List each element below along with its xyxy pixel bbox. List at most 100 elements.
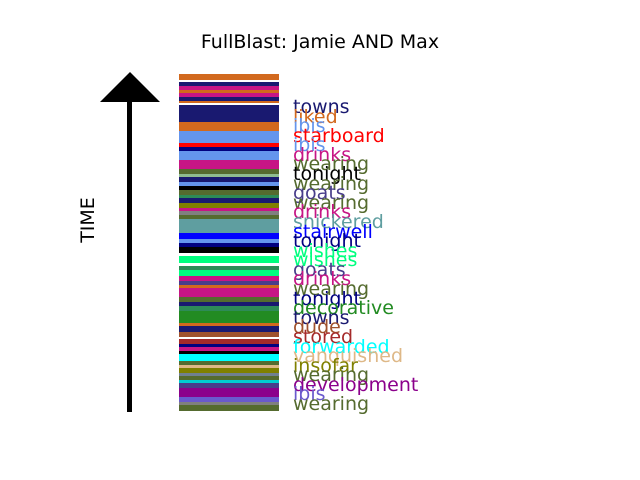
- word-label: ibis: [293, 383, 326, 405]
- stripe-segment: [179, 263, 279, 266]
- word-label: development: [293, 374, 419, 396]
- stripe-segment: [179, 203, 279, 208]
- stripe-segment: [179, 311, 279, 323]
- stripe-segment: [179, 376, 279, 380]
- time-arrow-head-icon: [100, 72, 160, 102]
- word-label: drinks: [293, 268, 352, 290]
- stripe-segment: [179, 198, 279, 203]
- stripe-segment: [179, 103, 279, 105]
- stripe-segment: [179, 288, 279, 297]
- word-label: wishes: [293, 249, 358, 271]
- stripe-segment: [179, 323, 279, 326]
- word-label: vanquished: [293, 345, 404, 367]
- stripe-segment: [179, 383, 279, 388]
- word-label: wishes: [293, 240, 358, 262]
- word-label: goats: [293, 182, 346, 204]
- word-label: dude: [293, 316, 341, 338]
- stripe-segment: [179, 402, 279, 405]
- stripe-segment: [179, 347, 279, 351]
- stripe-segment: [179, 131, 279, 143]
- stripe-segment: [179, 306, 279, 311]
- stripe-segment: [179, 256, 279, 263]
- stripe-segment: [179, 247, 279, 253]
- stripe-segment: [179, 361, 279, 365]
- word-label: liked: [293, 106, 338, 128]
- stripe-segment: [179, 190, 279, 195]
- stripe-segment: [179, 97, 279, 101]
- stripe-segment: [179, 211, 279, 215]
- stripe-segment: [179, 186, 279, 190]
- stripe-segment: [179, 122, 279, 131]
- word-label: forwarded: [293, 336, 390, 358]
- word-label: decorative: [293, 297, 394, 319]
- stripe-segment: [179, 281, 279, 285]
- stripe-segment: [179, 208, 279, 211]
- stripe-segment: [179, 365, 279, 368]
- stripe-segment: [179, 90, 279, 93]
- word-label: tonight: [293, 288, 361, 310]
- word-label: wearing: [293, 364, 370, 386]
- word-label: wearing: [293, 173, 370, 195]
- stripe-segment: [179, 266, 279, 270]
- word-label: towns: [293, 307, 350, 329]
- stripe-segment: [179, 233, 279, 239]
- stripe-segment: [179, 373, 279, 376]
- word-label: drinks: [293, 201, 352, 223]
- stripe-segment: [179, 270, 279, 276]
- stripe-segment: [179, 397, 279, 402]
- stripe-segment: [179, 169, 279, 174]
- stripe-segment: [179, 380, 279, 383]
- word-label: snickered: [293, 211, 384, 233]
- stripe-segment: [179, 182, 279, 186]
- stripe-segment: [179, 219, 279, 233]
- word-label: wearing: [293, 192, 370, 214]
- stripe-segment: [179, 160, 279, 169]
- word-label: stored: [293, 326, 354, 348]
- word-label: goats: [293, 259, 346, 281]
- stripe-segment: [179, 344, 279, 347]
- stripe-segment: [179, 177, 279, 182]
- word-label: wearing: [293, 153, 370, 175]
- stripe-segment: [179, 74, 279, 80]
- word-label: ibis: [293, 134, 326, 156]
- stripe-segment: [179, 405, 279, 411]
- word-label: stairwell: [293, 221, 373, 243]
- stripe-segment: [179, 339, 279, 344]
- stripe-segment: [179, 195, 279, 198]
- word-label: towns: [293, 96, 350, 118]
- stripe-segment: [179, 243, 279, 247]
- word-label: tonight: [293, 230, 361, 252]
- stripe-segment: [179, 86, 279, 90]
- stripe-segment: [179, 276, 279, 281]
- stripe-segment: [179, 215, 279, 219]
- word-label: drinks: [293, 144, 352, 166]
- stripe-bar: [179, 74, 279, 411]
- word-label: wearing: [293, 393, 370, 415]
- stripe-segment: [179, 368, 279, 373]
- word-label: tonight: [293, 163, 361, 185]
- stripe-segment: [179, 174, 279, 177]
- stripe-segment: [179, 82, 279, 86]
- stripe-segment: [179, 297, 279, 302]
- stripe-segment: [179, 151, 279, 160]
- stripe-segment: [179, 337, 279, 339]
- time-axis-label: TIME: [77, 197, 99, 243]
- stripe-segment: [179, 388, 279, 397]
- stripe-segment: [179, 302, 279, 306]
- stripe-segment: [179, 332, 279, 337]
- stripe-segment: [179, 93, 279, 97]
- chart-title: FullBlast: Jamie AND Max: [200, 31, 440, 53]
- time-arrow-shaft: [127, 100, 132, 412]
- stripe-segment: [179, 105, 279, 122]
- word-label: starboard: [293, 125, 385, 147]
- word-label: insofar: [293, 355, 358, 377]
- stripe-segment: [179, 253, 279, 256]
- word-label: ibis: [293, 115, 326, 137]
- stripe-segment: [179, 326, 279, 332]
- stripe-segment: [179, 80, 279, 82]
- word-label: wearing: [293, 278, 370, 300]
- stripe-segment: [179, 239, 279, 243]
- stripe-segment: [179, 143, 279, 147]
- stripe-segment: [179, 285, 279, 288]
- stripe-segment: [179, 351, 279, 354]
